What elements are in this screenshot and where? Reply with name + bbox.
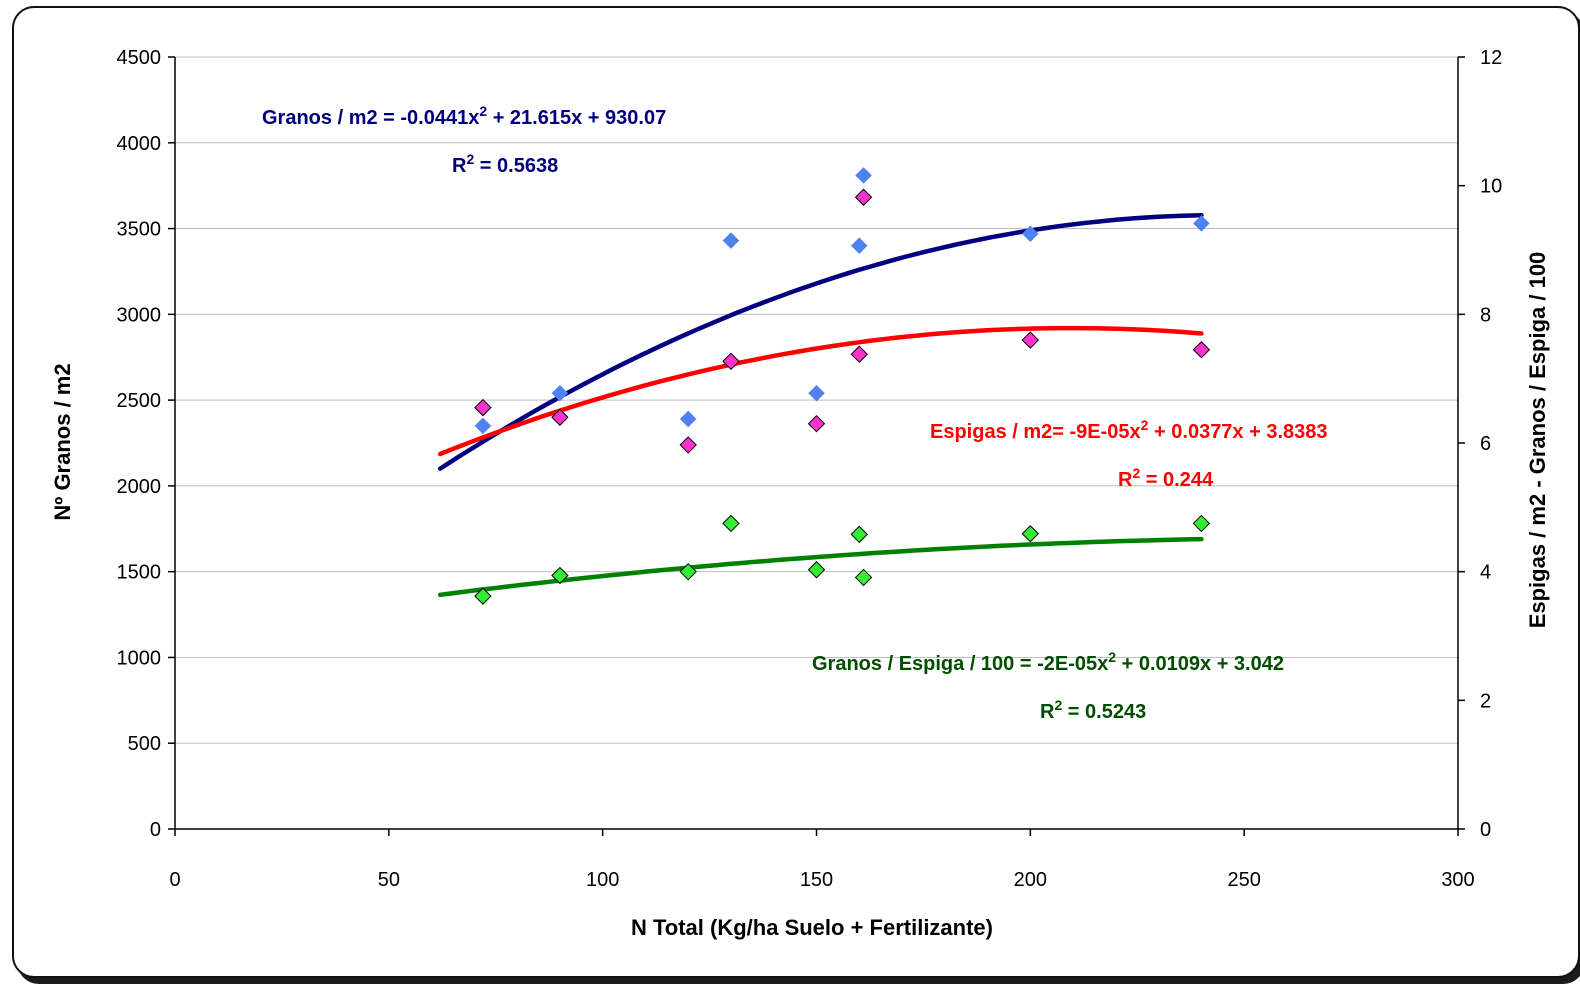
equation-granos-espiga: Granos / Espiga / 100 = -2E-05x2 + 0.010… <box>812 649 1284 675</box>
equation-granos-lhs: Granos / m2 = -0.0441x <box>262 107 479 129</box>
markers <box>474 167 1211 605</box>
marker-series-2 <box>722 514 740 533</box>
y-right-tick-label: 2 <box>1480 690 1491 712</box>
marker-series-2 <box>1192 514 1211 533</box>
marker-series-1 <box>679 436 697 454</box>
marker-series-2 <box>679 562 697 581</box>
marker-series-2 <box>807 561 826 579</box>
y-left-tick-label: 1000 <box>117 647 162 669</box>
marker-series-0 <box>850 237 868 255</box>
y-left-tick-label: 0 <box>150 819 161 841</box>
marker-series-0 <box>855 167 872 184</box>
y-right-tick-label: 8 <box>1480 304 1491 326</box>
marker-series-2 <box>1021 525 1040 543</box>
x-tick-label: 0 <box>169 869 180 891</box>
y-right-tick-label: 6 <box>1480 433 1491 455</box>
y-left-tick-label: 3500 <box>117 219 162 241</box>
marker-series-0 <box>722 232 740 249</box>
y-left-axis-title: Nº Granos / m2 <box>50 363 75 520</box>
chart-frame <box>12 6 1580 978</box>
x-tick-label: 100 <box>586 869 619 891</box>
tick-labels: 0500100015002000250030003500400045000246… <box>117 47 1503 891</box>
marker-series-2 <box>474 587 492 605</box>
marker-series-2 <box>850 525 868 544</box>
marker-series-1 <box>850 345 868 363</box>
y-left-tick-label: 2500 <box>117 390 162 412</box>
marker-series-1 <box>551 408 569 426</box>
y-right-axis-title: Espigas / m2 - Granos / Espiga / 100 <box>1525 252 1550 629</box>
marker-series-0 <box>1021 225 1039 243</box>
x-tick-label: 300 <box>1441 869 1474 891</box>
axes <box>168 56 1465 836</box>
y-right-tick-label: 12 <box>1480 47 1502 69</box>
y-left-tick-label: 4000 <box>117 133 162 155</box>
y-left-tick-label: 2000 <box>117 476 162 498</box>
marker-series-2 <box>854 568 873 587</box>
marker-series-1 <box>807 414 826 433</box>
y-left-tick-label: 500 <box>128 733 161 755</box>
equation-granos-espiga-rhs: + 0.0109x + 3.042 <box>1116 653 1284 675</box>
y-right-tick-label: 0 <box>1480 819 1491 841</box>
trendlines <box>437 213 1204 598</box>
marker-series-0 <box>551 384 569 402</box>
r2-granos: R2 = 0.5638 <box>452 151 558 177</box>
marker-series-0 <box>679 410 697 428</box>
marker-series-0 <box>474 417 492 435</box>
y-left-tick-label: 1500 <box>117 562 162 584</box>
equation-espigas-rhs: + 0.0377x + 3.8383 <box>1148 421 1327 443</box>
r2-espigas: R2 = 0.244 <box>1118 465 1214 491</box>
x-tick-label: 250 <box>1227 869 1260 891</box>
y-right-tick-label: 10 <box>1480 176 1502 198</box>
marker-series-2 <box>551 566 569 585</box>
r2-granos-espiga: R2 = 0.5243 <box>1040 697 1146 723</box>
equation-espigas: Espigas / m2= -9E-05x2 + 0.0377x + 3.838… <box>930 417 1328 443</box>
x-tick-label: 150 <box>800 869 833 891</box>
trendline-series-1 <box>437 325 1204 457</box>
trendline-series-2 <box>437 536 1204 598</box>
equation-espigas-lhs: Espigas / m2= -9E-05x <box>930 421 1141 443</box>
marker-series-1 <box>722 352 740 371</box>
gridlines <box>175 56 1458 744</box>
marker-series-0 <box>808 384 825 402</box>
equation-granos-rhs: + 21.615x + 930.07 <box>487 107 666 129</box>
x-axis-title: N Total (Kg/ha Suelo + Fertilizante) <box>631 915 993 940</box>
equation-granos: Granos / m2 = -0.0441x2 + 21.615x + 930.… <box>262 103 666 129</box>
y-left-tick-label: 4500 <box>117 47 162 69</box>
marker-series-1 <box>1021 331 1040 349</box>
marker-series-1 <box>1192 341 1211 359</box>
equation-granos-espiga-lhs: Granos / Espiga / 100 = -2E-05x <box>812 653 1108 675</box>
x-tick-label: 200 <box>1014 869 1047 891</box>
x-tick-label: 50 <box>378 869 400 891</box>
y-right-tick-label: 4 <box>1480 562 1491 584</box>
marker-series-0 <box>1193 215 1210 232</box>
y-left-tick-label: 3000 <box>117 304 162 326</box>
marker-series-1 <box>854 188 873 206</box>
marker-series-1 <box>474 398 492 417</box>
